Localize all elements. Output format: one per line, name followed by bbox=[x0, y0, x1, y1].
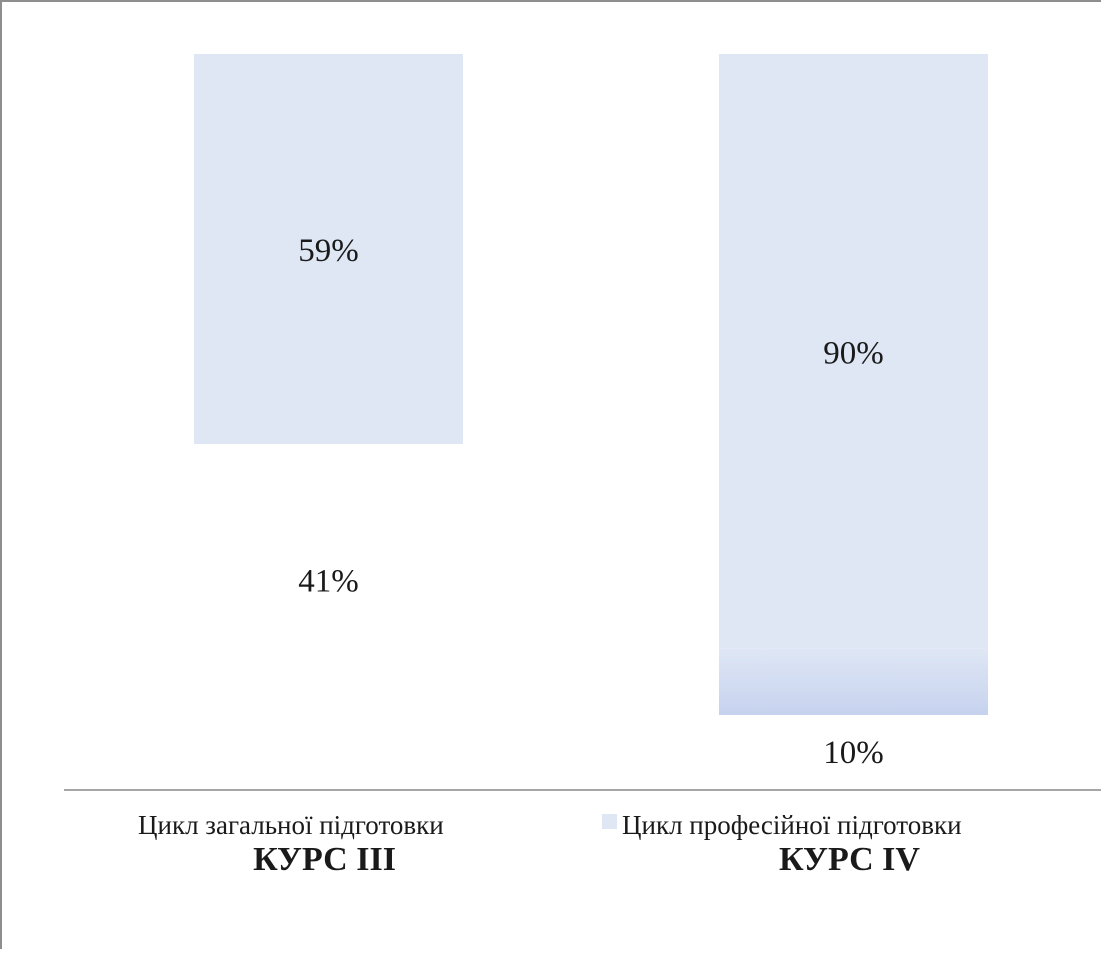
data-label-1-1: 41% bbox=[298, 563, 359, 599]
data-labels-layer: 41% 59% 10% 90% bbox=[298, 233, 884, 771]
data-label-2-2: 90% bbox=[823, 335, 884, 371]
legend-label-2: Цикл професійної підготовки bbox=[622, 810, 962, 840]
data-label-1-2: 59% bbox=[298, 233, 359, 269]
bar-segment-2-1 bbox=[719, 648, 988, 715]
category-label-2: КУРС IV bbox=[779, 841, 920, 878]
category-labels-layer: КУРС III КУРС IV bbox=[253, 841, 920, 878]
bars-layer bbox=[194, 54, 988, 715]
bar-segment-2-2 bbox=[719, 54, 988, 649]
legend: Цикл загальної підготовки Цикл професійно… bbox=[138, 810, 962, 840]
data-label-2-1: 10% bbox=[823, 735, 884, 771]
bar-segment-1-2 bbox=[194, 54, 463, 444]
legend-swatch-2 bbox=[602, 814, 617, 829]
bar-segment-1-1 bbox=[194, 443, 463, 715]
legend-label-1: Цикл загальної підготовки bbox=[138, 810, 444, 840]
category-label-1: КУРС III bbox=[253, 841, 396, 878]
